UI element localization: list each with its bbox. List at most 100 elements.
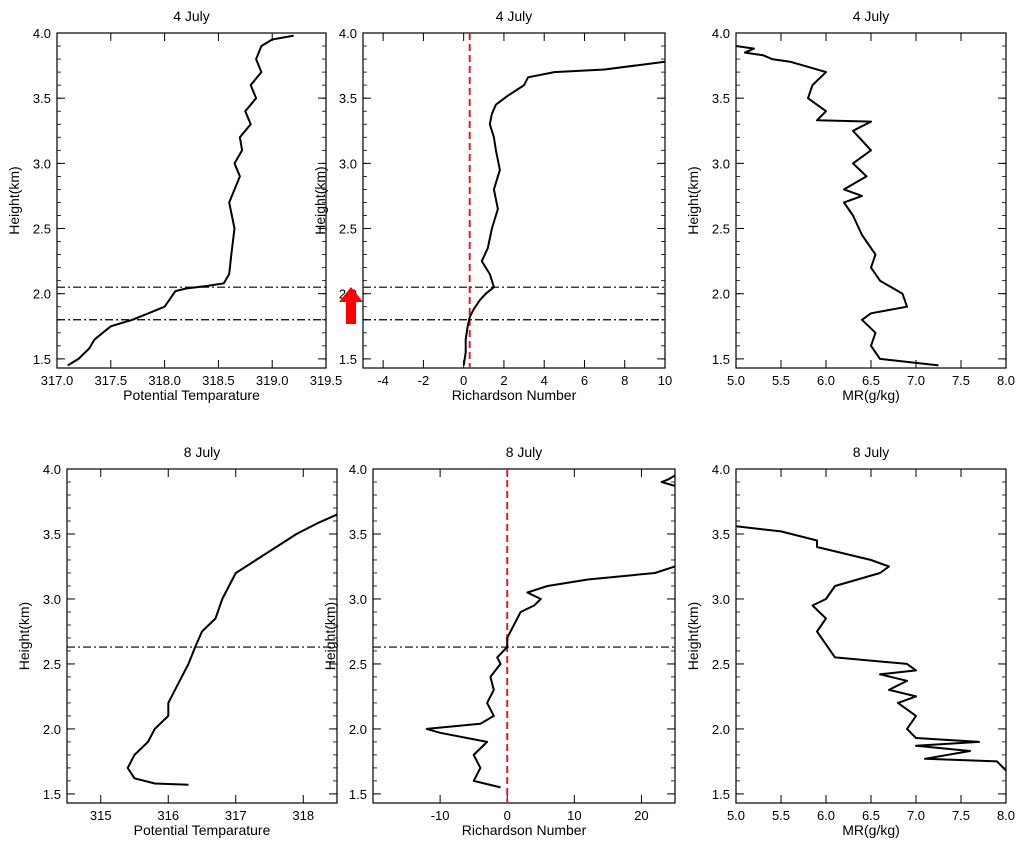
x-tick-label: 317.0 (41, 373, 74, 388)
x-tick-label: 7.5 (952, 373, 970, 388)
chart-title: 8 July (184, 444, 221, 460)
chart-title: 4 July (496, 8, 533, 24)
x-tick-label: -10 (431, 808, 450, 823)
x-tick-label: 319.0 (256, 373, 289, 388)
series-line-Ri (462, 60, 665, 366)
series-line-MR (736, 525, 1006, 772)
x-tick-label: 315 (90, 808, 112, 823)
y-tick-label: 2.5 (339, 222, 357, 237)
x-tick-label: 8.0 (997, 373, 1015, 388)
y-tick-label: 1.5 (712, 787, 730, 802)
y-tick-label: 2.5 (712, 657, 730, 672)
plot-area (373, 469, 675, 803)
x-tick-label: 7.0 (907, 373, 925, 388)
x-tick-label: 8 (621, 373, 628, 388)
y-tick-label: 3.0 (712, 592, 730, 607)
x-tick-label: 4 (541, 373, 548, 388)
y-tick-label: 3.5 (43, 527, 61, 542)
y-tick-label: 2.0 (712, 722, 730, 737)
x-axis-label: Richardson Number (452, 387, 577, 403)
series-line-Ri (425, 565, 675, 789)
x-tick-label: 5.0 (727, 373, 745, 388)
y-tick-label: 2.0 (33, 287, 51, 302)
charts-layer: 1.5 2.0 2.5 3.0 3.5 4.0 317.0 317.5 318.0 318.5 31… (6, 8, 1015, 838)
y-tick-label: 2.5 (43, 657, 61, 672)
y-tick-label: 4.0 (712, 462, 730, 477)
x-tick-label: 318.5 (202, 373, 235, 388)
series-line-MR (736, 45, 939, 367)
series-line-theta (67, 34, 294, 367)
y-tick-label: 4.0 (349, 462, 367, 477)
chart-title: 8 July (506, 444, 543, 460)
x-tick-label: 317.5 (95, 373, 128, 388)
y-tick-label: 3.0 (43, 592, 61, 607)
y-axis-label: Height(km) (685, 602, 701, 670)
y-tick-label: 2.0 (349, 722, 367, 737)
plot-area (57, 34, 326, 367)
x-tick-label: 10 (658, 373, 672, 388)
y-tick-label: 4.0 (33, 26, 51, 41)
y-tick-label: 3.5 (712, 527, 730, 542)
x-tick-label: 319.5 (310, 373, 343, 388)
plot-frame (372, 468, 676, 804)
x-tick-label: 0 (460, 373, 467, 388)
x-axis-label: Potential Temparature (134, 822, 271, 838)
y-tick-label: 3.0 (712, 156, 730, 171)
plot-frame (66, 468, 338, 804)
x-tick-label: 5.5 (772, 808, 790, 823)
chart-panel-3: 1.5 2.0 2.5 3.0 3.5 4.0 5.0 5.5 6.0 6.5 7.0 7.5 8.0 4… (685, 8, 1015, 403)
y-axis-label: Height(km) (685, 166, 701, 234)
y-tick-label: 2.0 (712, 287, 730, 302)
chart-title: 4 July (853, 8, 890, 24)
chart-title: 4 July (173, 8, 210, 24)
y-tick-label: 4.0 (339, 26, 357, 41)
x-axis-label: MR(g/kg) (842, 822, 900, 838)
plot-area (736, 525, 1006, 772)
plot-area (67, 513, 337, 786)
x-tick-label: 316 (157, 808, 179, 823)
x-tick-label: 2 (500, 373, 507, 388)
y-tick-label: 2.5 (712, 222, 730, 237)
series-line-theta (126, 513, 337, 786)
x-axis-label: Richardson Number (462, 822, 587, 838)
x-tick-label: 318.0 (148, 373, 181, 388)
chart-panel-5: 1.5 2.0 2.5 3.0 3.5 4.0 -10 0 10 20 8 July Richards… (322, 444, 676, 838)
y-tick-label: 1.5 (349, 787, 367, 802)
y-axis-label: Height(km) (16, 602, 32, 670)
x-tick-label: 6.5 (862, 808, 880, 823)
chart-title: 8 July (853, 444, 890, 460)
y-tick-label: 4.0 (43, 462, 61, 477)
plot-area (363, 33, 665, 368)
y-tick-label: 3.5 (33, 91, 51, 106)
y-tick-label: 3.0 (349, 592, 367, 607)
x-axis-label: MR(g/kg) (842, 387, 900, 403)
y-tick-label: 2.5 (349, 657, 367, 672)
x-tick-label: -2 (418, 373, 430, 388)
x-tick-label: 5.0 (727, 808, 745, 823)
plot-frame (362, 32, 666, 369)
y-axis-label: Height(km) (322, 602, 338, 670)
y-tick-label: 1.5 (33, 352, 51, 367)
y-tick-label: 2.5 (33, 222, 51, 237)
x-tick-label: 10 (567, 808, 581, 823)
y-tick-label: 1.5 (339, 352, 357, 367)
y-tick-label: 3.5 (712, 91, 730, 106)
y-tick-label: 3.0 (339, 156, 357, 171)
x-tick-label: 7.5 (952, 808, 970, 823)
chart-panel-4: 1.5 2.0 2.5 3.0 3.5 4.0 315 316 317 318 8 July Pote… (16, 444, 338, 838)
y-tick-label: 1.5 (43, 787, 61, 802)
x-tick-label: 5.5 (772, 373, 790, 388)
series-line-Ri-top (660, 474, 675, 487)
x-tick-label: 0 (504, 808, 511, 823)
x-tick-label: 6.0 (817, 808, 835, 823)
x-tick-label: 8.0 (997, 808, 1015, 823)
y-axis-label: Height(km) (6, 166, 22, 234)
x-tick-label: 6 (581, 373, 588, 388)
x-tick-label: 7.0 (907, 808, 925, 823)
x-tick-label: 317 (225, 808, 247, 823)
x-tick-label: 318 (292, 808, 314, 823)
plot-frame (735, 468, 1007, 804)
x-tick-label: -4 (377, 373, 389, 388)
